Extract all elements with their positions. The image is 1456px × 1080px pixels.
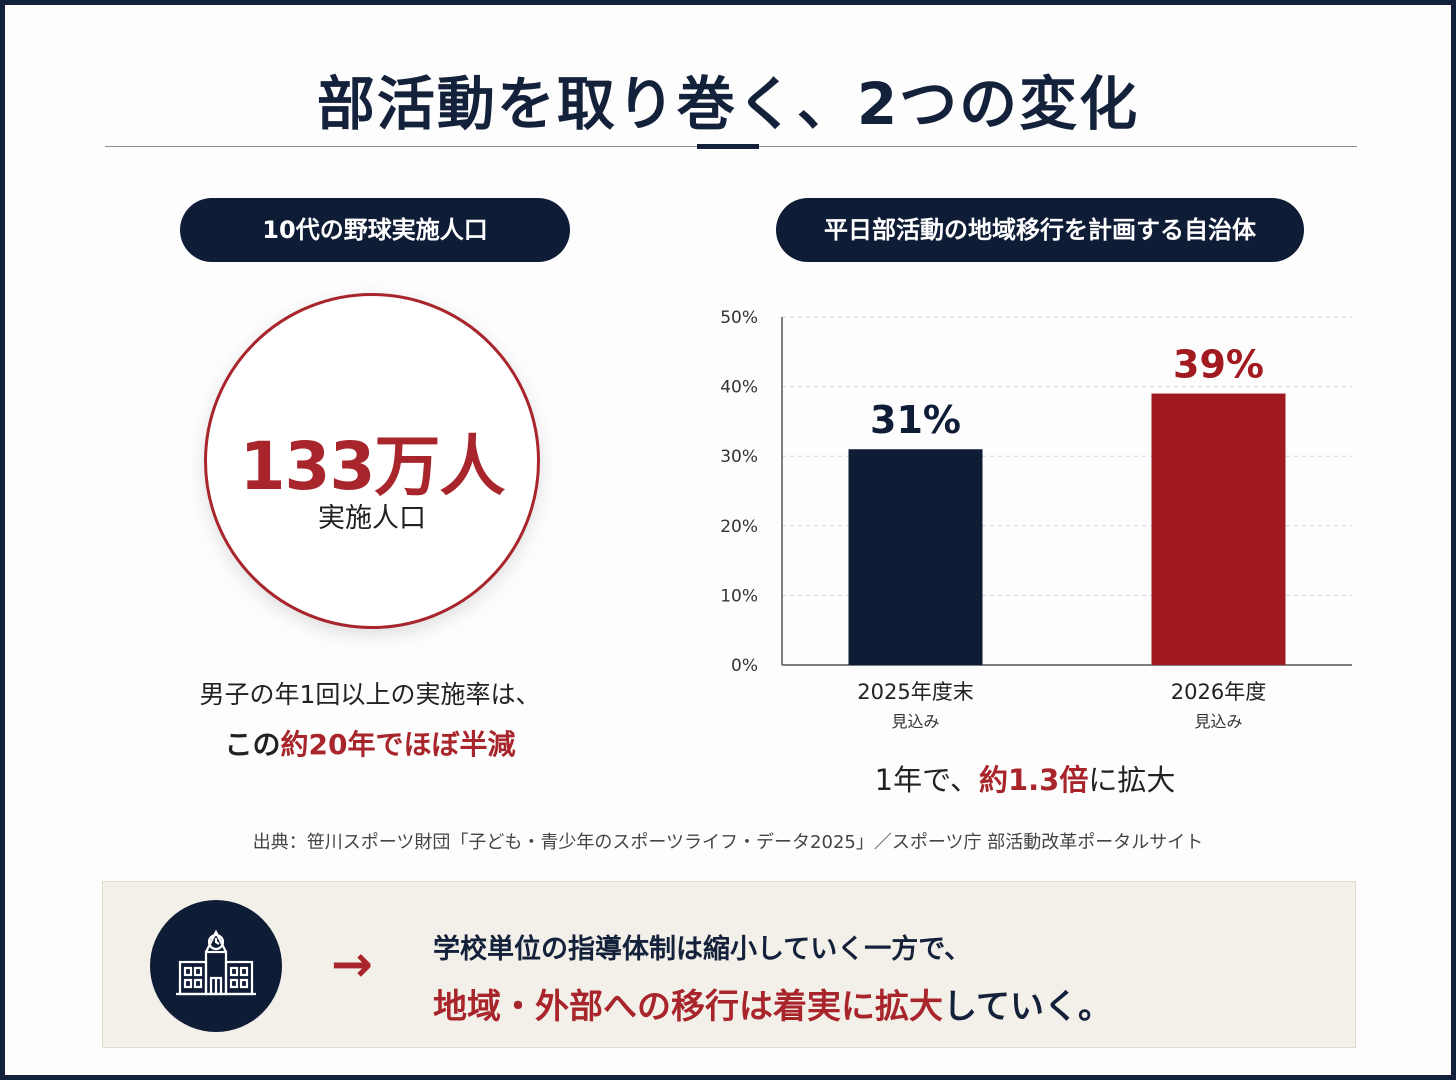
population-circle: 133万人 実施人口 bbox=[204, 293, 540, 629]
bar-value-label: 31% bbox=[870, 398, 961, 442]
y-tick-label: 0% bbox=[731, 656, 758, 676]
y-tick-label: 20% bbox=[720, 517, 758, 537]
page-title: 部活動を取り巻く、2つの変化 bbox=[316, 70, 1140, 138]
y-tick-label: 30% bbox=[720, 447, 758, 467]
summary-highlight: 地域・外部への移行は着実に拡大 bbox=[433, 987, 943, 1027]
left-caption-line1: 男子の年1回以上の実施率は、 bbox=[199, 680, 541, 709]
arrow-right-icon: → bbox=[331, 935, 373, 993]
left-panel-heading: 10代の野球実施人口 bbox=[180, 198, 570, 262]
bar bbox=[1151, 393, 1286, 665]
x-tick-sublabel: 見込み bbox=[1194, 712, 1242, 731]
school-building-icon bbox=[176, 929, 256, 996]
x-tick-label: 2025年度末 bbox=[857, 680, 973, 704]
summary-box: → 学校単位の指導体制は縮小していく一方で、 地域・外部への移行は着実に拡大して… bbox=[102, 881, 1356, 1048]
x-tick-sublabel: 見込み bbox=[891, 712, 939, 731]
source-note: 出典：笹川スポーツ財団「子ども・青少年のスポーツライフ・データ2025」／スポー… bbox=[252, 832, 1204, 853]
chart-caption-highlight: 約1.3倍 bbox=[978, 763, 1089, 797]
right-panel-heading: 平日部活動の地域移行を計画する自治体 bbox=[776, 198, 1304, 262]
chart-caption-suffix: に拡大 bbox=[1088, 763, 1176, 797]
bar bbox=[848, 449, 983, 665]
y-tick-label: 40% bbox=[720, 378, 758, 398]
chart-caption-prefix: 1年で、 bbox=[874, 763, 979, 797]
school-badge bbox=[150, 900, 282, 1032]
left-caption-highlight: 約20年でほぼ半減 bbox=[280, 728, 516, 761]
x-tick-label: 2026年度 bbox=[1171, 680, 1266, 704]
left-caption-prefix: この bbox=[224, 728, 281, 761]
left-caption-line2: この約20年でほぼ半減 bbox=[145, 723, 595, 763]
infographic-frame: 部活動を取り巻く、2つの変化 10代の野球実施人口 133万人 実施人口 男子の… bbox=[5, 5, 1451, 1075]
chart-caption: 1年で、約1.3倍に拡大 bbox=[745, 757, 1305, 799]
bar-value-label: 39% bbox=[1173, 343, 1264, 387]
y-tick-label: 50% bbox=[720, 308, 758, 328]
summary-suffix: していく。 bbox=[943, 987, 1112, 1027]
summary-line2: 地域・外部への移行は着実に拡大していく。 bbox=[433, 979, 1112, 1028]
title-divider-accent bbox=[697, 144, 759, 149]
summary-line1: 学校単位の指導体制は縮小していく一方で、 bbox=[433, 934, 972, 965]
population-value: 133万人 bbox=[239, 428, 506, 505]
y-tick-label: 10% bbox=[720, 586, 758, 606]
population-label: 実施人口 bbox=[318, 503, 426, 534]
